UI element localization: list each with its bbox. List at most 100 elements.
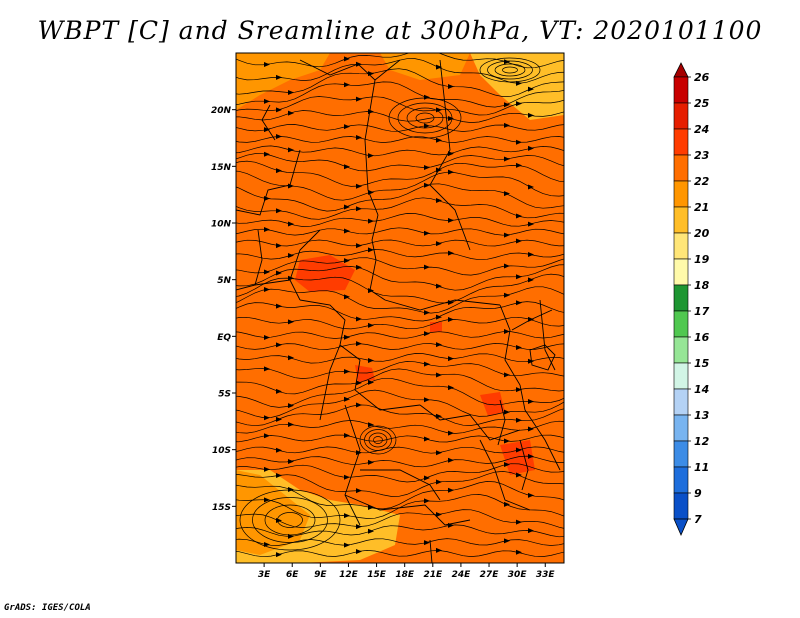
streamline-arrow — [344, 368, 350, 374]
circulation-ring — [239, 489, 341, 551]
streamline-arrow — [276, 473, 282, 479]
colorbar-label: 7 — [694, 513, 702, 526]
streamline-arrow — [356, 549, 362, 555]
streamline-arrow — [264, 541, 270, 547]
colorbar-swatch — [673, 102, 689, 130]
streamline-arrow — [504, 232, 510, 238]
streamline — [236, 145, 564, 157]
map-frame — [235, 52, 565, 564]
lat-tick-label: 20N — [211, 106, 232, 116]
streamline — [236, 124, 564, 132]
streamline-arrow — [504, 501, 510, 507]
colorbar-swatch — [673, 466, 689, 494]
streamline-arrow — [516, 213, 522, 219]
streamline-arrow — [276, 447, 282, 453]
circulation-ring — [502, 66, 518, 74]
latitude-axis: 20N 15N 10N 5N EQ 5S 10S 15S — [211, 106, 236, 513]
streamline-arrow — [448, 250, 454, 256]
streamline-arrow — [516, 549, 522, 555]
circulation-ring — [264, 504, 316, 536]
streamline-arrow — [504, 328, 510, 334]
circulation-ring — [479, 57, 541, 83]
streamline-arrow — [356, 341, 362, 347]
streamline-arrow — [264, 98, 270, 104]
circulation-ring — [487, 60, 533, 80]
streamline-arrow — [424, 436, 430, 442]
colorbar-label: 11 — [694, 461, 709, 474]
lon-tick-label: 18E — [395, 570, 415, 580]
streamline-arrow — [288, 221, 294, 227]
streamline — [236, 368, 564, 395]
border-line — [499, 304, 521, 386]
colorbar-label: 17 — [694, 305, 710, 318]
streamline-arrow — [264, 286, 270, 292]
colorbar-swatch — [673, 232, 689, 260]
streamline — [236, 81, 564, 108]
streamline-arrow — [276, 168, 282, 174]
streamline — [236, 481, 564, 510]
colorbar-label: 23 — [694, 149, 710, 162]
colorbar-label: 12 — [694, 435, 710, 448]
circulation-ring — [373, 436, 383, 444]
streamline — [236, 361, 564, 379]
lon-tick-label: 30E — [508, 570, 528, 580]
streamline-arrow — [344, 542, 350, 548]
colorbar-label: 15 — [694, 357, 710, 370]
streamline-arrow — [356, 524, 362, 530]
streamline-arrow — [436, 413, 442, 419]
streamline — [236, 446, 564, 454]
streamline-arrow — [424, 164, 430, 170]
border-line — [344, 404, 361, 526]
streamline-arrow — [344, 124, 350, 130]
streamline-arrow — [528, 184, 534, 190]
streamline — [236, 96, 564, 116]
colorbar-label: 21 — [694, 201, 709, 214]
streamline-arrow — [344, 228, 350, 234]
streamline — [236, 264, 564, 291]
streamline — [236, 197, 564, 220]
streamline-arrow — [276, 552, 282, 558]
streamline — [236, 550, 564, 558]
streamline-arrow — [356, 96, 362, 102]
streamline-arrow — [516, 519, 522, 525]
lon-tick-label: 21E — [423, 570, 443, 580]
colorbar-bottom-arrow — [673, 518, 689, 536]
lon-tick-label: 12E — [339, 570, 359, 580]
streamline — [236, 257, 564, 276]
lon-tick-label: 27E — [480, 570, 500, 580]
colorbar-swatch — [673, 76, 689, 104]
streamline-arrow — [344, 396, 350, 402]
streamlines — [236, 53, 564, 558]
streamline-arrow — [516, 162, 522, 168]
streamline-arrow — [368, 459, 374, 465]
streamline-arrow — [368, 322, 374, 328]
streamline-arrow — [448, 487, 454, 493]
streamline-arrow — [264, 151, 270, 157]
border-line — [344, 494, 471, 526]
streamline-arrow — [368, 247, 374, 253]
streamline — [236, 160, 564, 187]
streamline-arrow — [448, 217, 454, 223]
lat-tick-label: 10S — [212, 446, 231, 456]
colorbar-label: 18 — [694, 279, 710, 292]
colorbar-swatch — [673, 206, 689, 234]
colorbar-swatch — [673, 388, 689, 416]
streamline-arrow — [448, 169, 454, 175]
streamline-arrow — [504, 122, 510, 128]
colorbar-swatch — [673, 258, 689, 286]
streamline-arrow — [448, 457, 454, 463]
streamline-arrow — [356, 206, 362, 212]
wbpt-shade-patch — [355, 365, 375, 382]
streamline-arrow — [264, 61, 270, 67]
streamline-arrow — [504, 409, 510, 415]
streamline-arrow — [448, 317, 454, 323]
streamline-arrow — [288, 403, 294, 409]
colorbar-swatch — [673, 362, 689, 390]
streamline-arrow — [356, 316, 362, 322]
wbpt-shade-patch — [236, 470, 310, 555]
streamline-arrow — [504, 102, 510, 108]
streamline-arrow — [528, 277, 534, 283]
streamline-arrow — [356, 488, 362, 494]
streamline-arrow — [504, 292, 510, 298]
